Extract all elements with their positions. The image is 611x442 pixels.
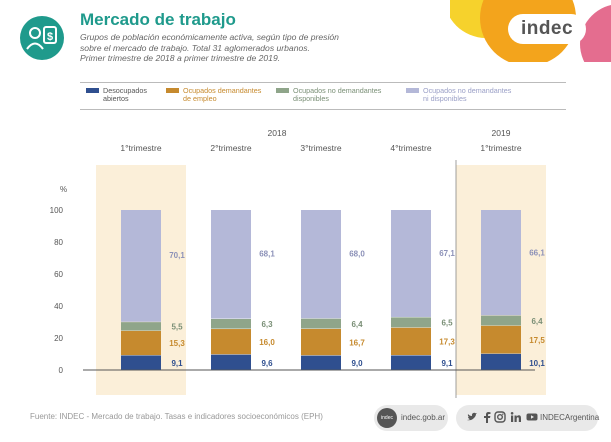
year-label: 2018 — [268, 128, 287, 138]
quarter-label: 1°trimestre — [480, 143, 521, 153]
indec-circle-icon: indec — [377, 408, 397, 428]
data-label-no_demandantes: 5,5 — [171, 323, 183, 332]
legend-label-line: disponibles — [293, 94, 329, 104]
data-label-desocupados: 9,6 — [261, 359, 273, 368]
data-label-desocupados: 10,1 — [529, 359, 545, 368]
y-tick-label: 40 — [54, 302, 63, 311]
data-label-desocupados: 9,1 — [171, 359, 183, 368]
bar-segment-demandantes — [481, 325, 521, 354]
bar-segment-desocupados — [481, 353, 521, 370]
data-label-desocupados: 9,0 — [351, 359, 363, 368]
bar-segment-no_disponibles — [211, 210, 251, 319]
linkedin-icon[interactable] — [510, 411, 522, 426]
svg-text:$: $ — [47, 31, 53, 43]
stacked-bar-chart: 2018 2019 1°trimestre 2°trimestre 3°trimestr… — [50, 128, 546, 398]
legend-label: Ocupados demandantes de empleo — [183, 86, 293, 104]
legend-label: Desocupados abiertos — [103, 86, 213, 104]
bar-segment-no_demandantes — [121, 322, 161, 331]
year-label: 2019 — [492, 128, 511, 138]
bar-segment-no_demandantes — [391, 317, 431, 328]
data-label-no_disponibles: 68,0 — [349, 249, 365, 258]
bar-segment-desocupados — [301, 355, 341, 370]
legend-label-line: Ocupados demandantes — [183, 86, 262, 95]
data-label-demandantes: 16,7 — [349, 338, 365, 347]
bar-segment-no_disponibles — [481, 210, 521, 316]
data-label-desocupados: 9,1 — [441, 359, 453, 368]
legend-label-line: abiertos — [103, 94, 129, 104]
legend-label-line: Desocupados — [103, 86, 147, 95]
data-label-no_disponibles: 70,1 — [169, 251, 185, 260]
data-label-no_demandantes: 6,4 — [351, 320, 363, 329]
legend-label-line: de empleo — [183, 94, 217, 104]
bar-segment-desocupados — [391, 355, 431, 370]
source-note: Fuente: INDEC - Mercado de trabajo. Tasa… — [30, 412, 323, 421]
bar-segment-demandantes — [301, 328, 341, 356]
bar-segment-no_disponibles — [301, 210, 341, 319]
youtube-icon[interactable] — [526, 411, 538, 426]
quarter-label: 4°trimestre — [390, 143, 431, 153]
y-tick-label: 20 — [54, 334, 63, 343]
subtitle-line: sobre el mercado de trabajo. Total 31 ag… — [80, 42, 310, 53]
quarter-label: 2°trimestre — [210, 143, 251, 153]
data-label-no_disponibles: 66,1 — [529, 248, 545, 257]
bar-segment-demandantes — [391, 327, 431, 356]
social-links[interactable]: INDECArgentina — [456, 405, 600, 431]
social-handle: INDECArgentina — [540, 413, 600, 422]
y-tick-label: 60 — [54, 270, 63, 279]
bar-segment-no_demandantes — [301, 318, 341, 329]
quarter-label: 1°trimestre — [120, 143, 161, 153]
y-tick-label: 100 — [50, 206, 64, 215]
labor-market-icon: $ — [20, 16, 64, 60]
indec-logo: indec — [508, 14, 586, 44]
data-label-demandantes: 15,3 — [169, 339, 185, 348]
page-title: Mercado de trabajo — [80, 10, 236, 29]
data-label-demandantes: 16,0 — [259, 338, 275, 347]
data-label-no_demandantes: 6,5 — [441, 319, 453, 328]
bar-segment-demandantes — [211, 329, 251, 355]
data-label-demandantes: 17,3 — [439, 338, 455, 347]
instagram-icon[interactable] — [494, 411, 506, 426]
quarter-label: 3°trimestre — [300, 143, 341, 153]
data-label-no_demandantes: 6,3 — [261, 320, 273, 329]
legend-label: Ocupados no demandantes disponibles — [293, 86, 403, 104]
facebook-icon[interactable] — [482, 411, 492, 426]
legend-swatch — [406, 88, 419, 93]
y-tick-label: 0 — [59, 366, 64, 375]
bar-segment-demandantes — [121, 330, 161, 356]
data-label-demandantes: 17,5 — [529, 336, 545, 345]
data-label-no_demandantes: 6,4 — [531, 317, 543, 326]
legend-swatch — [86, 88, 99, 93]
bar-segment-desocupados — [121, 355, 161, 370]
y-axis-label: % — [60, 185, 67, 194]
chart-legend: Desocupados abiertos Ocupados demandante… — [80, 82, 566, 110]
legend-label-line: Ocupados no demandantes — [423, 86, 512, 95]
legend-label-line: ni disponibles — [423, 94, 467, 104]
data-label-no_disponibles: 67,1 — [439, 249, 455, 258]
twitter-icon[interactable] — [466, 411, 478, 426]
legend-label-line: Ocupados no demandantes — [293, 86, 382, 95]
y-tick-label: 80 — [54, 238, 63, 247]
bar-segment-desocupados — [211, 354, 251, 370]
bar-segment-no_demandantes — [481, 315, 521, 326]
bar-segment-no_disponibles — [391, 210, 431, 317]
legend-swatch — [166, 88, 179, 93]
legend-label: Ocupados no demandantes ni disponibles — [423, 86, 533, 104]
bar-segment-no_disponibles — [121, 210, 161, 322]
legend-swatch — [276, 88, 289, 93]
bar-segment-no_demandantes — [211, 318, 251, 329]
page-subtitle: Grupos de población económicamente activ… — [80, 32, 410, 64]
subtitle-line: Primer trimestre de 2018 a primer trimes… — [80, 53, 281, 64]
data-label-no_disponibles: 68,1 — [259, 250, 275, 259]
website-link[interactable]: indec indec.gob.ar — [374, 405, 448, 431]
brand-pink-shape — [580, 5, 611, 62]
subtitle-line: Grupos de población económicamente activ… — [80, 32, 339, 42]
website-text: indec.gob.ar — [401, 413, 446, 422]
